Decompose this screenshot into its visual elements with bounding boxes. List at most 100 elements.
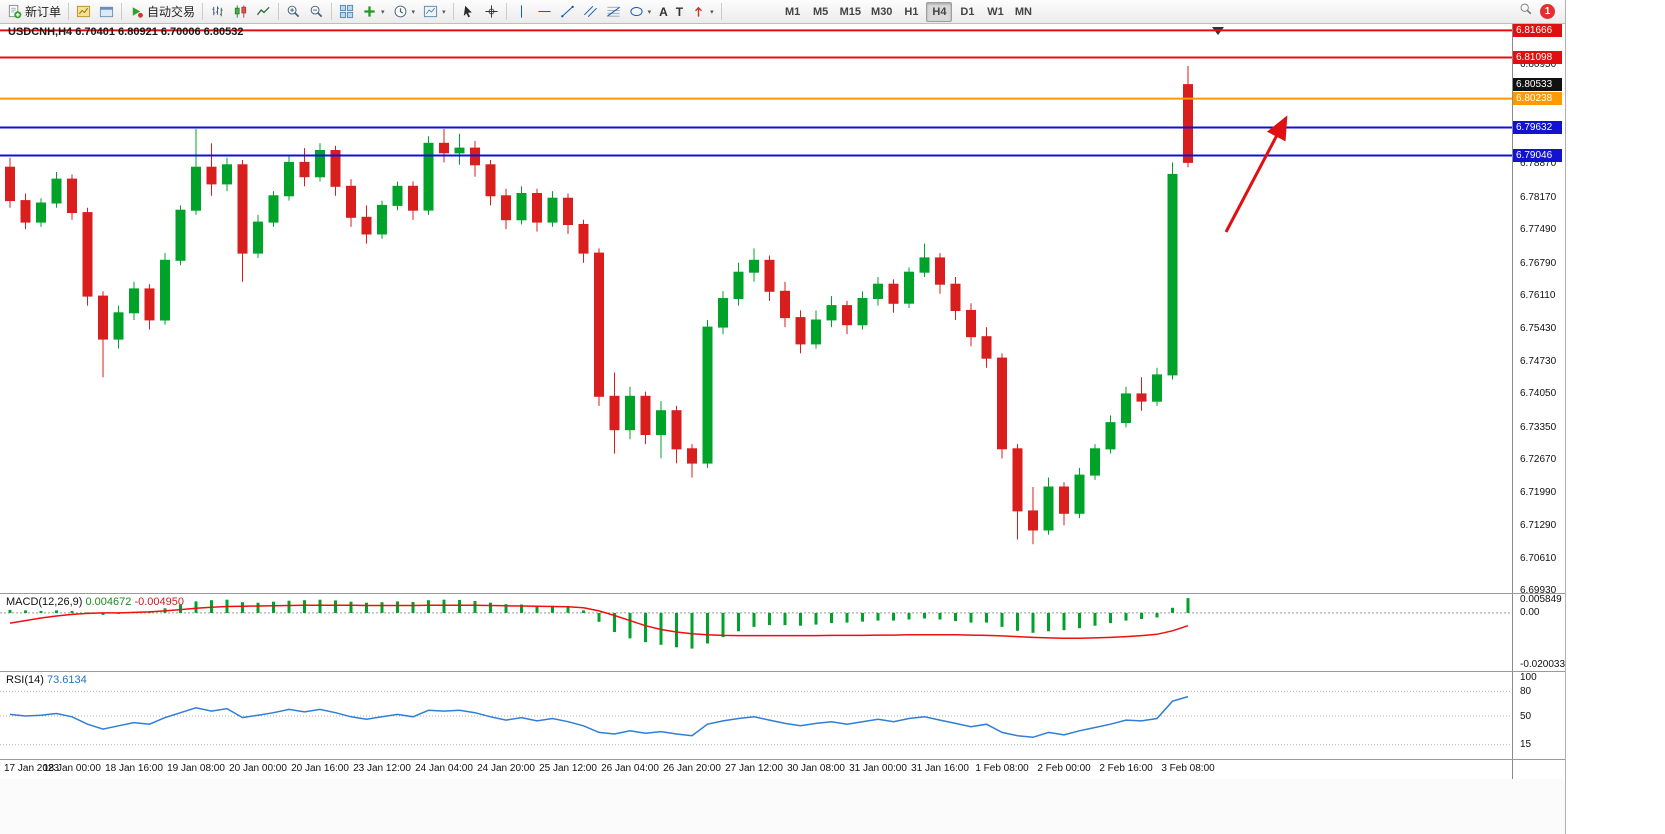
arrows-tool-button[interactable]: ▾ — [687, 2, 718, 22]
price-line-tag: 6.81666 — [1513, 23, 1562, 37]
time-axis-corner — [1512, 760, 1565, 779]
time-axis-label: 23 Jan 12:00 — [353, 763, 411, 774]
candlestick-chart-icon — [233, 4, 248, 19]
price-chart-panel[interactable]: 6.80950 6.78870 6.78170 6.77490 6.76790 6.761… — [0, 23, 1565, 596]
time-axis-label: 18 Jan 00:00 — [43, 763, 101, 774]
price-tick-label: 6.78870 — [1520, 158, 1557, 170]
toolbar-separator — [278, 3, 280, 20]
timeframe-button-m1[interactable]: M1 — [780, 2, 806, 22]
macd-main-value: 0.004672 — [85, 596, 132, 608]
timeframe-button-h4[interactable]: H4 — [926, 1, 953, 22]
rsi-label: RSI(14) 73.6134 — [6, 674, 87, 686]
macd-plot — [0, 598, 1512, 649]
time-axis-label: 31 Jan 16:00 — [911, 763, 969, 774]
bar-chart-mode-button[interactable] — [206, 2, 229, 22]
price-tick-label: 6.78170 — [1520, 191, 1557, 203]
zoom-out-icon — [309, 4, 324, 19]
macd-scale-label: -0.020033 — [1520, 658, 1566, 670]
timeframe-button-d1[interactable]: D1 — [954, 2, 980, 22]
price-axis[interactable]: 6.80950 6.78870 6.78170 6.77490 6.76790 6.761… — [1512, 23, 1565, 596]
template-icon — [423, 4, 438, 19]
new-chart-button[interactable] — [72, 2, 95, 22]
vertical-line-icon — [514, 4, 529, 19]
fibonacci-tool-button[interactable] — [602, 2, 625, 22]
crosshair-tool-button[interactable] — [480, 2, 503, 22]
time-axis-label: 26 Jan 20:00 — [663, 763, 721, 774]
timeframe-button-m30[interactable]: M30 — [867, 2, 896, 22]
ellipse-shape-icon — [629, 4, 644, 19]
price-tick-label: 6.80950 — [1520, 59, 1557, 71]
text-tool-button[interactable]: A — [655, 2, 672, 22]
macd-scale-label: 0.00 — [1520, 607, 1540, 619]
tile-windows-icon — [339, 4, 354, 19]
trendline-icon — [560, 4, 575, 19]
candle-chart-mode-button[interactable] — [229, 2, 252, 22]
price-tick-label: 6.73350 — [1520, 421, 1557, 433]
cursor-icon — [461, 4, 476, 19]
rsi-name: RSI(14) — [6, 674, 44, 686]
macd-axis: 0.005849 0.00 -0.020033 — [1512, 594, 1566, 671]
rsi-scale-label: 100 — [1520, 672, 1537, 683]
auto-trading-button[interactable]: 自动交易 — [125, 2, 199, 22]
new-order-icon — [7, 4, 22, 19]
timeframe-button-m5[interactable]: M5 — [808, 2, 834, 22]
trend-arrow-annotation[interactable] — [1224, 115, 1288, 233]
tile-windows-button[interactable] — [335, 2, 358, 22]
auto-trading-icon — [129, 4, 144, 19]
toolbar-separator — [720, 3, 722, 20]
horizontal-price-lines — [0, 29, 1512, 157]
price-line-tag: 6.79632 — [1513, 121, 1562, 134]
chevron-down-icon: ▾ — [442, 8, 446, 16]
zoom-out-button[interactable] — [305, 2, 328, 22]
new-order-label: 新订单 — [25, 5, 62, 19]
trendline-tool-button[interactable] — [556, 2, 579, 22]
horizontal-line-tool-button[interactable] — [533, 2, 556, 22]
timeframe-button-mn[interactable]: MN — [1010, 2, 1036, 22]
chevron-down-icon: ▾ — [381, 8, 385, 16]
price-tick-label: 6.75430 — [1520, 322, 1557, 334]
channel-tool-button[interactable] — [579, 2, 602, 22]
macd-scale-label: 0.005849 — [1520, 594, 1562, 605]
indicators-plus-icon — [362, 4, 377, 19]
rsi-scale-label: 80 — [1520, 685, 1532, 697]
indicators-button[interactable]: ▾ — [358, 2, 389, 22]
timeframe-button-m15[interactable]: M15 — [836, 2, 865, 22]
timeframe-button-h1[interactable]: H1 — [898, 2, 924, 22]
macd-signal-value: -0.004950 — [134, 596, 184, 608]
bid-price-tag: 6.80533 — [1513, 78, 1562, 91]
toolbar-separator — [68, 3, 70, 20]
line-chart-mode-button[interactable] — [252, 2, 275, 22]
templates-button[interactable]: ▾ — [419, 2, 450, 22]
cursor-tool-button[interactable] — [457, 2, 480, 22]
shapes-tool-button[interactable]: ▾ — [625, 2, 656, 22]
bar-chart-icon — [210, 4, 225, 19]
vertical-line-tool-button[interactable] — [510, 2, 533, 22]
zoom-in-button[interactable] — [282, 2, 305, 22]
profiles-button[interactable] — [95, 2, 118, 22]
price-tick-label: 6.76790 — [1520, 257, 1557, 269]
new-order-button[interactable]: 新订单 — [3, 2, 65, 22]
search-icon[interactable] — [1519, 2, 1533, 21]
timeframe-toolbar: M1 M5 M15 M30 H1 H4 D1 W1 MN — [780, 1, 1037, 22]
rsi-axis: 100 80 50 15 — [1512, 672, 1565, 759]
price-tick-label: 6.77490 — [1520, 224, 1557, 236]
toolbar-separator — [331, 3, 333, 20]
notification-badge[interactable]: 1 — [1540, 4, 1555, 19]
text-label-tool-button[interactable]: T — [672, 2, 687, 22]
time-axis[interactable]: 17 Jan 2023 18 Jan 00:00 18 Jan 16:00 19 Ja… — [0, 759, 1565, 779]
toolbar-separator — [121, 3, 123, 20]
horizontal-line-icon — [537, 4, 552, 19]
price-tick-label: 6.76110 — [1520, 290, 1556, 302]
periods-button[interactable]: ▾ — [389, 2, 420, 22]
auto-trading-label: 自动交易 — [147, 5, 196, 19]
timeframe-button-w1[interactable]: W1 — [982, 2, 1008, 22]
bottom-margin — [0, 779, 1565, 834]
macd-indicator-panel[interactable]: 0.005849 0.00 -0.020033 MACD(12,26,9) 0.00… — [0, 593, 1566, 671]
time-axis-label: 27 Jan 12:00 — [725, 763, 783, 774]
text-label-icon: T — [675, 4, 684, 19]
time-axis-label: 31 Jan 00:00 — [849, 763, 907, 774]
candlestick-chart — [0, 27, 1512, 545]
price-tick-label: 6.71990 — [1520, 486, 1557, 498]
price-tick-label: 6.74730 — [1520, 356, 1557, 367]
rsi-indicator-panel[interactable]: 100 80 50 15 RSI(14) 73.6134 — [0, 671, 1565, 759]
